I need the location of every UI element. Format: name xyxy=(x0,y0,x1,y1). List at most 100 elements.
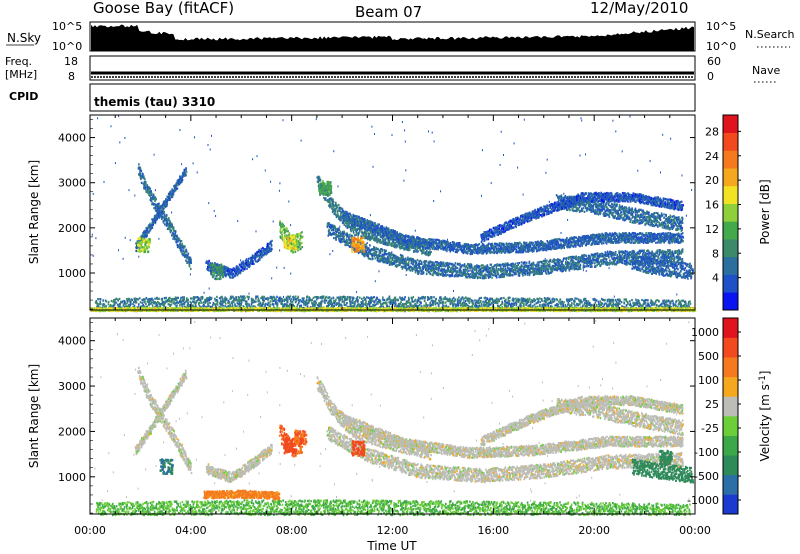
power-echo-cell xyxy=(151,192,153,194)
power-echo-cell xyxy=(422,246,424,248)
power-echo-cell xyxy=(491,277,493,279)
power-echo-cell xyxy=(479,265,481,267)
power-echo-cell xyxy=(148,189,150,191)
power-echo-cell xyxy=(387,257,389,259)
power-echo-cell xyxy=(494,272,496,274)
power-echo-cell xyxy=(369,233,371,235)
power-echo-cell xyxy=(568,258,570,260)
power-echo-cell xyxy=(490,267,492,269)
power-echo-cell xyxy=(343,235,345,237)
power-echo-cell xyxy=(357,228,359,230)
power-echo-cell xyxy=(259,256,261,258)
power-echo-cell xyxy=(343,211,345,213)
power-echo-cell xyxy=(580,268,582,270)
power-echo-cell xyxy=(448,266,450,268)
power-echo-cell xyxy=(297,249,299,251)
power-echo-cell xyxy=(271,248,273,250)
power-echo-cell xyxy=(414,250,416,252)
power-echo-cell xyxy=(350,214,352,216)
power-echo-cell xyxy=(476,266,478,268)
power-echo-cell xyxy=(512,274,514,276)
power-echo-cell xyxy=(281,224,283,226)
power-echo-cell xyxy=(624,257,626,259)
power-echo-cell xyxy=(592,262,594,264)
power-echo-cell xyxy=(578,257,580,259)
power-echo-cell xyxy=(286,230,288,232)
power-echo-cell xyxy=(670,253,672,255)
power-echo-cell xyxy=(373,237,375,239)
power-echo-cell xyxy=(255,260,257,262)
power-echo-cell xyxy=(553,258,555,260)
power-echo-cell xyxy=(447,274,449,276)
power-echo-cell xyxy=(341,212,343,214)
power-echo-cell xyxy=(487,264,489,266)
power-echo-cell xyxy=(146,235,148,237)
power-echo-cell xyxy=(384,253,386,255)
power-echo-cell xyxy=(555,259,557,261)
power-echo-cell xyxy=(301,231,303,233)
cpid-label: CPID xyxy=(9,90,38,103)
power-echo-cell xyxy=(390,257,392,259)
power-echo-cell xyxy=(447,268,449,270)
power-echo-cell xyxy=(618,252,620,254)
power-echo-cell xyxy=(279,222,281,224)
power-echo-cell xyxy=(603,260,605,262)
power-echo-cell xyxy=(522,274,524,276)
power-echo-cell xyxy=(366,233,368,235)
power-echo-cell xyxy=(167,224,169,226)
power-echo-cell xyxy=(354,234,356,236)
power-echo-cell xyxy=(339,208,341,210)
power-echo-cell xyxy=(185,249,187,251)
power-echo-cell xyxy=(417,251,419,253)
power-echo-cell xyxy=(411,240,413,242)
freq-label-line1: Freq. xyxy=(5,55,32,68)
power-echo-cell xyxy=(238,267,240,269)
power-echo-cell xyxy=(424,245,426,247)
power-echo-cell xyxy=(459,264,461,266)
freq-label-line2: [MHz] xyxy=(5,68,37,81)
noise-tick-top-left: 10^5 xyxy=(52,20,82,33)
power-echo-cell xyxy=(349,234,351,236)
power-echo-cell xyxy=(190,259,192,261)
power-echo-cell xyxy=(491,273,493,275)
power-echo-cell xyxy=(190,268,192,270)
power-echo-cell xyxy=(287,230,289,232)
power-echo-cell xyxy=(343,217,345,219)
power-echo-cell xyxy=(174,233,176,235)
power-echo-cell xyxy=(245,266,247,268)
nave-tick-bottom: 0 xyxy=(707,70,714,83)
power-echo-cell xyxy=(578,259,580,261)
power-echo-cell xyxy=(682,249,684,251)
power-echo-cell xyxy=(571,265,573,267)
power-echo-cell xyxy=(166,203,168,205)
power-echo-cell xyxy=(614,254,616,256)
power-echo-cell xyxy=(546,261,548,263)
power-echo-cell xyxy=(151,200,153,202)
power-echo-cell xyxy=(379,261,381,263)
power-echo-cell xyxy=(300,248,302,250)
power-echo-cell xyxy=(181,249,183,251)
power-echo-cell xyxy=(549,265,551,267)
power-echo-cell xyxy=(388,232,390,234)
power-echo-cell xyxy=(391,259,393,261)
power-echo-cell xyxy=(345,241,347,243)
power-echo-cell xyxy=(233,268,235,270)
power-echo-cell xyxy=(519,262,521,264)
power-echo-cell xyxy=(370,252,372,254)
power-echo-cell xyxy=(437,248,439,250)
noise-panel: N.Sky 10^5 10^0 10^5 10^0 N.Search xyxy=(6,20,795,53)
power-echo-cell xyxy=(240,272,242,274)
power-echo-cell xyxy=(332,199,334,201)
power-echo-cell xyxy=(388,237,390,239)
power-echo-cell xyxy=(666,258,668,260)
power-echo-cell xyxy=(181,240,183,242)
power-echo-cell xyxy=(239,270,241,272)
power-echo-cell xyxy=(300,232,302,234)
power-echo-cell xyxy=(370,258,372,260)
power-echo-cell xyxy=(657,249,659,251)
power-echo-cell xyxy=(553,261,555,263)
power-echo-cell xyxy=(152,224,154,226)
power-echo-cell xyxy=(402,234,404,236)
power-echo-cell xyxy=(595,256,597,258)
